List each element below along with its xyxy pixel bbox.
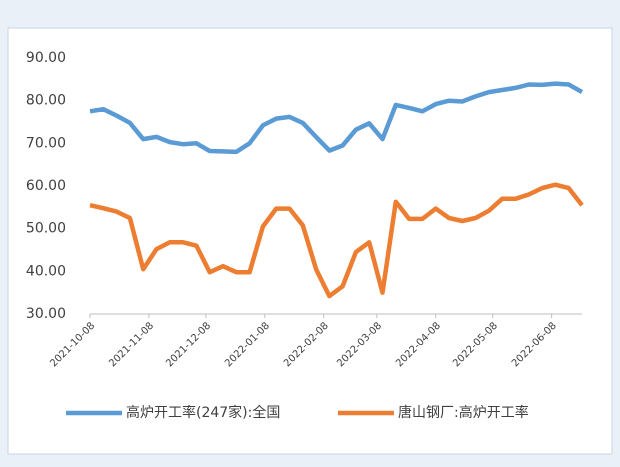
y-tick-label: 30.00 (26, 306, 66, 322)
series-line (89, 81, 584, 155)
y-tick-label: 90.00 (26, 50, 66, 66)
y-tick-label: 70.00 (26, 135, 66, 151)
y-tick-label: 80.00 (26, 93, 66, 109)
y-tick-label: 60.00 (26, 178, 66, 194)
legend-label: 唐山钢厂:高炉开工率 (398, 404, 529, 421)
y-tick-label: 50.00 (26, 221, 66, 237)
chart-panel (7, 27, 613, 455)
series-line (89, 182, 584, 299)
legend-label: 高炉开工率(247家):全国 (126, 404, 280, 421)
y-tick-label: 40.00 (26, 263, 66, 279)
